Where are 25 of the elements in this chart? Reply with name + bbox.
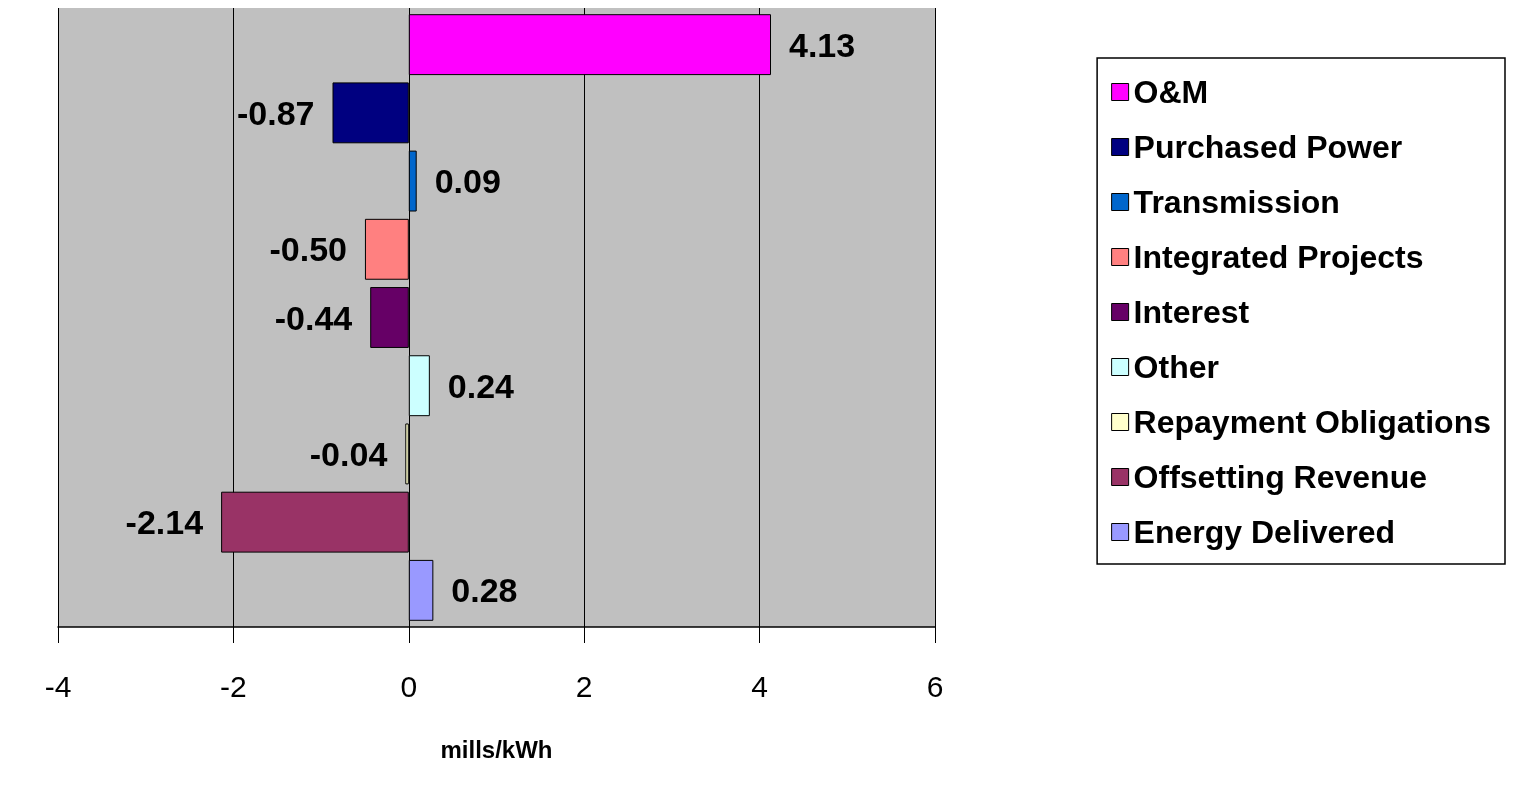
data-label: -0.44 xyxy=(274,298,353,337)
x-tick-label: 0 xyxy=(400,669,418,703)
x-tick-label: -2 xyxy=(220,669,247,703)
legend-label: Integrated Projects xyxy=(1133,239,1424,275)
data-label: -0.50 xyxy=(269,230,347,269)
legend-label: Interest xyxy=(1133,294,1250,330)
x-tick-label: 4 xyxy=(751,669,768,703)
data-label: 0.09 xyxy=(434,162,501,201)
data-label: -2.14 xyxy=(125,503,204,542)
legend-label: Energy Delivered xyxy=(1133,514,1396,550)
x-tick-label: 2 xyxy=(575,669,593,703)
x-tick-label: 6 xyxy=(926,669,944,703)
legend-label: Repayment Obligations xyxy=(1133,404,1491,440)
legend-label: Purchased Power xyxy=(1133,129,1403,165)
legend-label: Offsetting Revenue xyxy=(1133,459,1427,495)
data-label: -0.87 xyxy=(237,93,315,132)
data-label: 0.28 xyxy=(451,571,518,610)
legend-label: O&M xyxy=(1133,74,1209,110)
legend-label: Other xyxy=(1133,349,1219,385)
data-label: -0.04 xyxy=(309,434,388,473)
data-label: 4.13 xyxy=(789,25,856,64)
x-axis-title: mills/kWh xyxy=(440,735,553,763)
data-label: 0.24 xyxy=(447,366,515,405)
legend-label: Transmission xyxy=(1133,184,1340,220)
x-tick-label: -4 xyxy=(44,669,72,703)
